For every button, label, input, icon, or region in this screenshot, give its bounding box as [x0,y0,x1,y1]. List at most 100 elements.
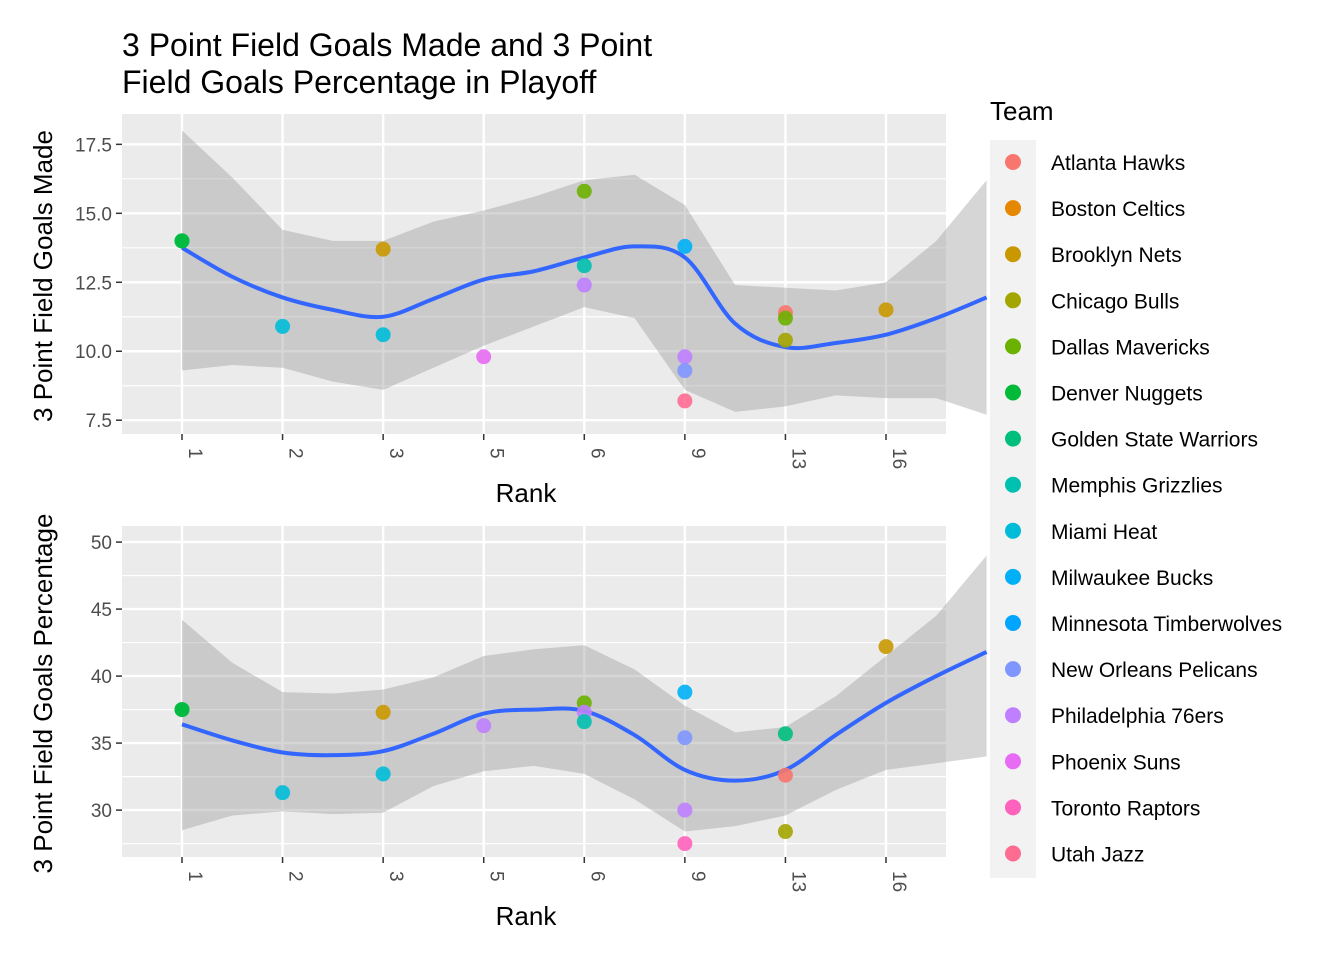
data-point [677,802,693,818]
data-point [576,183,592,199]
x-tick-label: 6 [586,448,607,459]
data-point [576,277,592,293]
x-tick-label: 3 [385,448,406,459]
y-tick-label: 17.5 [75,135,112,156]
legend-swatch [1005,568,1021,585]
confidence-band [182,555,987,832]
legend-swatch [1005,200,1021,217]
legend-label: Milwaukee Bucks [1051,567,1213,590]
smooth-trend-line [181,244,988,351]
chart-title-line-1: 3 Point Field Goals Made and 3 Point [122,27,652,63]
data-point [878,302,894,318]
y-tick-label: 35 [91,734,112,755]
legend-swatch [1005,338,1021,355]
legend-title: Team [990,96,1054,126]
data-point [677,393,693,409]
y-tick-label: 15.0 [75,204,112,225]
legend-label: Minnesota Timberwolves [1051,613,1282,636]
x-tick-label: 13 [787,448,808,469]
legend-label: Boston Celtics [1051,198,1185,221]
x-tick-label: 16 [888,448,909,469]
legend-swatch [1005,845,1021,862]
y-tick-label: 40 [91,667,112,688]
data-point [777,726,793,742]
y-tick-label: 10.0 [75,342,112,363]
y-tick-label: 50 [91,533,112,554]
x-tick-label: 1 [184,448,205,459]
data-point [375,704,391,720]
panel-background [122,114,946,434]
data-point [375,766,391,782]
x-tick-label: 9 [687,871,708,882]
panel-three-point-made: 7.5 10.0 12.5 15.0 17.5 1 2 3 5 6 9 13 16 Rank 3 Point… [28,114,988,508]
data-point [677,238,693,254]
data-point [576,258,592,274]
legend-label: Utah Jazz [1051,844,1144,867]
legend-swatch [1005,753,1021,770]
y-axis-title: 3 Point Field Goals Made [28,130,58,422]
team-legend: Team Atlanta Hawks Boston Celtics Brooklyn… [990,96,1282,878]
legend-label: Denver Nuggets [1051,383,1203,406]
legend-swatch [1005,799,1021,816]
data-point [677,349,693,365]
data-point [576,714,592,730]
panel-background [122,526,946,857]
y-tick-label: 7.5 [86,411,112,432]
data-point [677,836,693,852]
data-point [275,318,291,334]
x-tick-label: 5 [486,871,507,882]
x-tick-label: 2 [285,871,306,882]
x-tick-label: 9 [687,448,708,459]
legend-swatch [1005,661,1021,678]
legend-swatch [1005,430,1021,447]
data-point [777,332,793,348]
legend-label: Atlanta Hawks [1051,152,1185,175]
data-point [275,785,291,801]
data-point [777,767,793,783]
legend-swatch [1005,154,1021,170]
data-point [174,233,190,249]
data-point [476,349,492,365]
data-point [375,327,391,343]
data-point [375,241,391,257]
y-tick-label: 30 [91,801,112,822]
x-axis-title: Rank [496,478,558,508]
legend-swatch [1005,384,1021,401]
legend-swatch [1005,476,1021,493]
legend-swatch [1005,707,1021,724]
x-tick-label: 3 [385,871,406,882]
data-point [677,363,693,379]
legend-label: Philadelphia 76ers [1051,705,1224,728]
legend-label: Phoenix Suns [1051,751,1181,774]
chart-title-line-2: Field Goals Percentage in Playoff [122,64,596,100]
x-tick-label: 5 [486,448,507,459]
x-tick-label: 13 [787,871,808,892]
legend-swatch [1005,292,1021,309]
legend-label: Golden State Warriors [1051,429,1258,452]
legend-label: Brooklyn Nets [1051,244,1182,267]
x-tick-label: 6 [586,871,607,882]
data-point [677,684,693,700]
legend-label: Miami Heat [1051,521,1157,544]
x-axis-title: Rank [496,901,558,931]
x-tick-label: 1 [184,871,205,882]
legend-label: Dallas Mavericks [1051,336,1210,359]
legend-swatch [1005,246,1021,263]
y-tick-label: 12.5 [75,273,112,294]
data-point [878,639,894,655]
legend-label: Chicago Bulls [1051,290,1179,313]
data-point [777,824,793,840]
y-tick-label: 45 [91,600,112,621]
legend-swatch [1005,522,1021,539]
x-tick-label: 2 [285,448,306,459]
data-point [174,702,190,718]
legend-label: Memphis Grizzlies [1051,475,1223,498]
y-axis-title: 3 Point Field Goals Percentage [28,514,58,874]
legend-label: Toronto Raptors [1051,797,1200,820]
data-point [677,730,693,746]
data-point [476,718,492,734]
data-point [777,310,793,326]
x-tick-label: 16 [888,871,909,892]
legend-swatch [1005,615,1021,631]
